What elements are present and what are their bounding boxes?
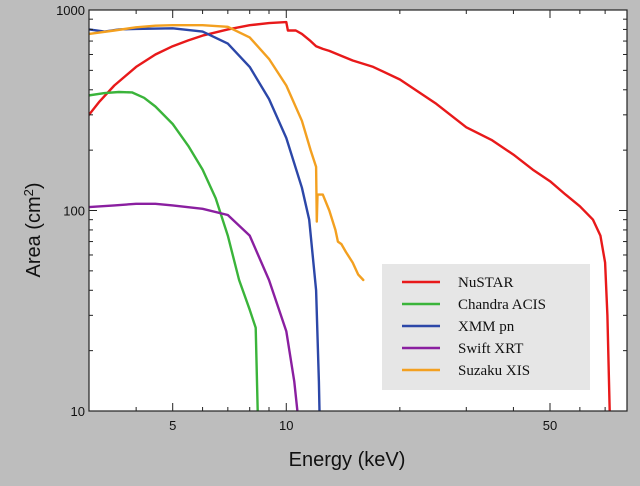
x-tick-label: 10 bbox=[279, 418, 293, 433]
series-line-suzaku-xis bbox=[89, 24, 365, 282]
x-tick-label: 50 bbox=[543, 418, 557, 433]
y-tick-label: 1000 bbox=[56, 3, 85, 18]
legend-label: Suzaku XIS bbox=[458, 363, 530, 379]
series-line-nustar bbox=[89, 20, 611, 411]
y-tick-label: 10 bbox=[71, 404, 85, 419]
y-axis-label: Area (cm2) bbox=[21, 182, 46, 277]
legend-label: Swift XRT bbox=[458, 341, 523, 357]
series-layer bbox=[89, 20, 611, 411]
series-line-chandra-acis bbox=[89, 90, 259, 411]
legend: NuSTAR Chandra ACIS XMM pn Swift XRT Suzaku … bbox=[382, 264, 590, 390]
legend-label: Chandra ACIS bbox=[458, 297, 546, 313]
series-line-swift-xrt bbox=[89, 202, 299, 411]
x-axis-label: Energy (keV) bbox=[289, 449, 406, 471]
y-axis-label-exponent: 2 bbox=[21, 189, 36, 196]
y-axis-label-close: ) bbox=[23, 182, 45, 189]
ticks-layer: 5 10 50 10 100 1000 bbox=[56, 3, 628, 433]
legend-label: NuSTAR bbox=[458, 275, 513, 291]
x-tick-label: 5 bbox=[169, 418, 176, 433]
y-tick-label: 100 bbox=[63, 204, 85, 219]
legend-label: XMM pn bbox=[458, 319, 515, 335]
y-axis-label-base: Area (cm bbox=[23, 196, 45, 277]
